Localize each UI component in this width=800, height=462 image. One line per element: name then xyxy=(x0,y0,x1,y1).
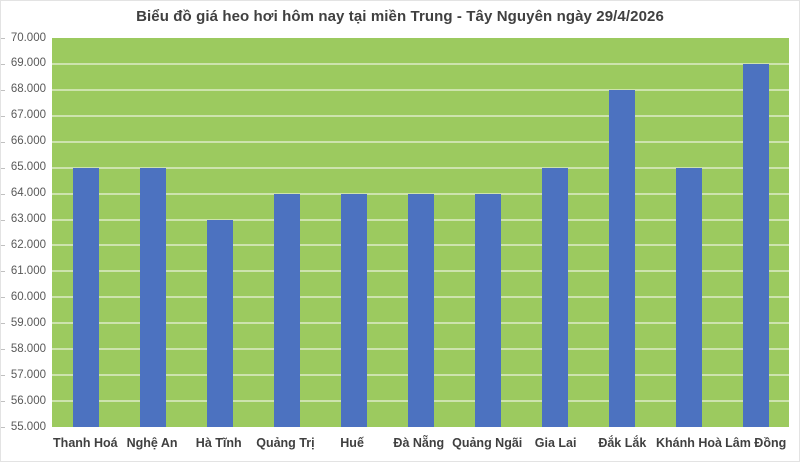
y-axis-tick xyxy=(1,349,5,351)
y-tick-label: 56.000 xyxy=(10,394,46,407)
y-axis-tick xyxy=(1,401,5,403)
bar-slot xyxy=(454,38,521,427)
gridline xyxy=(52,166,789,169)
y-tick-label: 59.000 xyxy=(10,316,46,329)
x-category-label: Quảng Ngãi xyxy=(452,436,523,450)
y-tick-label: 60.000 xyxy=(10,290,46,303)
x-category-label: Hà Tĩnh xyxy=(195,436,242,450)
bar-slot xyxy=(387,38,454,427)
y-axis: 70.000 69.000 68.000 67.000 66.000 65.000 64.0… xyxy=(1,1,46,461)
x-category-label: Đà Nẵng xyxy=(393,436,445,450)
gridline xyxy=(52,88,789,91)
y-axis-tick xyxy=(1,219,5,221)
y-tick-label: 68.000 xyxy=(10,83,46,96)
bar xyxy=(608,90,635,427)
bar-slot xyxy=(320,38,387,427)
x-category-label: Lâm Đồng xyxy=(725,436,787,450)
bar-slot xyxy=(186,38,253,427)
bar-slot xyxy=(722,38,789,427)
y-axis-tick xyxy=(1,271,5,273)
y-axis-tick xyxy=(1,167,5,169)
bar-slot xyxy=(119,38,186,427)
y-tick-label: 69.000 xyxy=(10,57,46,70)
chart-title: Biểu đồ giá heo hơi hôm nay tại miền Tru… xyxy=(136,8,664,25)
y-axis-tick xyxy=(1,38,5,39)
y-tick-label: 66.000 xyxy=(10,135,46,148)
y-axis-tick xyxy=(1,375,5,377)
bar-slot xyxy=(588,38,655,427)
bar-slot xyxy=(521,38,588,427)
y-tick-label: 58.000 xyxy=(10,342,46,355)
bar xyxy=(742,64,769,427)
bar xyxy=(72,168,99,427)
bar-slot xyxy=(52,38,119,427)
bar xyxy=(206,220,233,427)
y-axis-tick xyxy=(1,115,5,117)
x-category-label: Nghệ An xyxy=(126,436,178,450)
bar xyxy=(541,168,568,427)
bar xyxy=(139,168,166,427)
gridline xyxy=(52,114,789,117)
y-tick-label: 55.000 xyxy=(10,420,46,433)
bar-slot xyxy=(253,38,320,427)
y-axis-tick xyxy=(1,297,5,299)
y-tick-label: 70.000 xyxy=(10,31,46,44)
y-tick-label: 63.000 xyxy=(10,213,46,226)
bar-slot xyxy=(655,38,722,427)
plot-area xyxy=(52,38,789,427)
y-axis-tick xyxy=(1,141,5,143)
gridline xyxy=(52,192,789,195)
y-axis-tick xyxy=(1,427,5,428)
y-tick-label: 62.000 xyxy=(10,238,46,251)
gridline xyxy=(52,62,789,65)
gridline xyxy=(52,140,789,143)
x-category-label: Huế xyxy=(340,436,364,450)
x-category-label: Quảng Trị xyxy=(256,436,315,450)
y-tick-label: 57.000 xyxy=(10,368,46,381)
bar xyxy=(340,194,367,427)
bar xyxy=(273,194,300,427)
y-tick-label: 65.000 xyxy=(10,161,46,174)
x-category-label: Thanh Hoá xyxy=(53,436,118,450)
y-tick-label: 64.000 xyxy=(10,187,46,200)
y-axis-tick xyxy=(1,89,5,91)
x-axis: Thanh Hoá Nghệ An Hà Tĩnh Quảng Trị Huế Đà Nẵ… xyxy=(52,435,789,451)
bar xyxy=(675,168,702,427)
y-axis-tick xyxy=(1,323,5,325)
bar xyxy=(407,194,434,427)
y-axis-tick xyxy=(1,193,5,195)
y-tick-label: 61.000 xyxy=(10,264,46,277)
x-category-label: Đắk Lắk xyxy=(598,436,647,450)
y-tick-label: 67.000 xyxy=(10,109,46,122)
bar xyxy=(474,194,501,427)
y-axis-tick xyxy=(1,245,5,247)
x-category-label: Gia Lai xyxy=(534,436,577,450)
y-axis-tick xyxy=(1,63,5,65)
x-category-label: Khánh Hoà xyxy=(656,436,722,450)
